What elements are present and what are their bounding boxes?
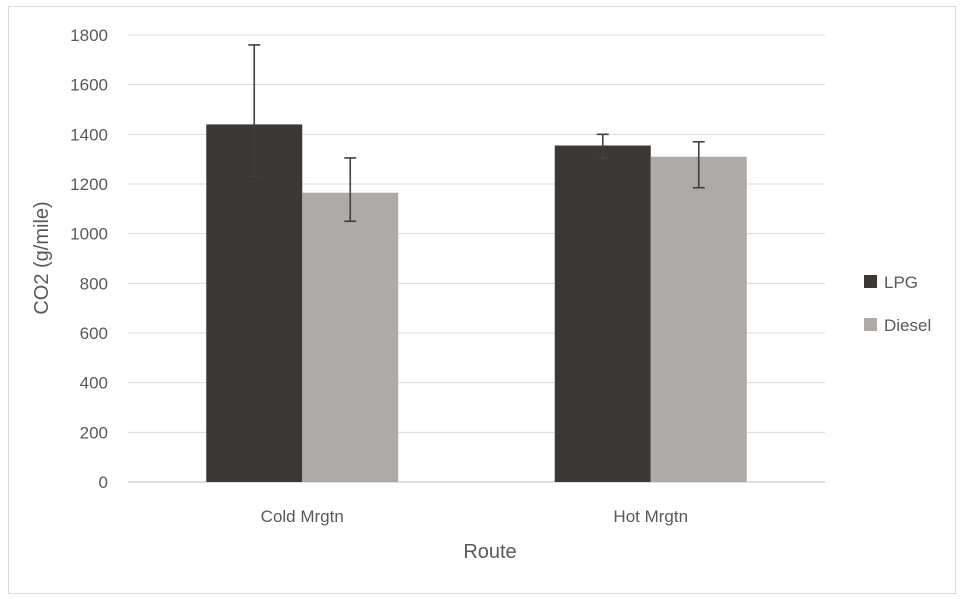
- y-tick-label: 1200: [70, 175, 108, 194]
- error-bar-lpg-1: [596, 133, 609, 159]
- y-tick-label: 800: [80, 274, 108, 293]
- chart-frame: [8, 6, 956, 594]
- y-tick-label: 200: [80, 423, 108, 442]
- error-bar-diesel-0: [344, 157, 357, 223]
- y-axis-title: CO2 (g/mile): [31, 201, 53, 314]
- y-tick-label: 1400: [70, 125, 108, 144]
- y-tick-labels: 0 200 400 600 800 1000 1200 1400 1600 1800: [70, 26, 108, 492]
- y-tick-label: 1800: [70, 26, 108, 45]
- y-tick-label: 0: [99, 473, 108, 492]
- legend-label-diesel: Diesel: [884, 316, 931, 335]
- error-bars: [248, 44, 705, 223]
- error-bar-lpg-0: [248, 44, 261, 178]
- y-tick-label: 600: [80, 324, 108, 343]
- bar-diesel-1: [650, 156, 747, 482]
- x-tick-labels: Cold Mrgtn Hot Mrgtn: [261, 507, 688, 526]
- legend: LPG Diesel: [864, 273, 931, 335]
- y-tick-label: 1600: [70, 76, 108, 95]
- x-tick-label: Hot Mrgtn: [613, 507, 688, 526]
- bar-lpg-1: [554, 145, 651, 482]
- legend-swatch-diesel: [864, 318, 877, 331]
- y-tick-label: 1000: [70, 225, 108, 244]
- x-axis-title: Route: [463, 541, 516, 563]
- error-bar-diesel-1: [692, 140, 705, 189]
- y-tick-label: 400: [80, 374, 108, 393]
- x-tick-label: Cold Mrgtn: [261, 507, 344, 526]
- legend-label-lpg: LPG: [884, 273, 918, 292]
- legend-swatch-lpg: [864, 275, 877, 288]
- bars: [206, 124, 747, 483]
- bar-diesel-0: [302, 192, 399, 483]
- bar-lpg-0: [206, 124, 303, 483]
